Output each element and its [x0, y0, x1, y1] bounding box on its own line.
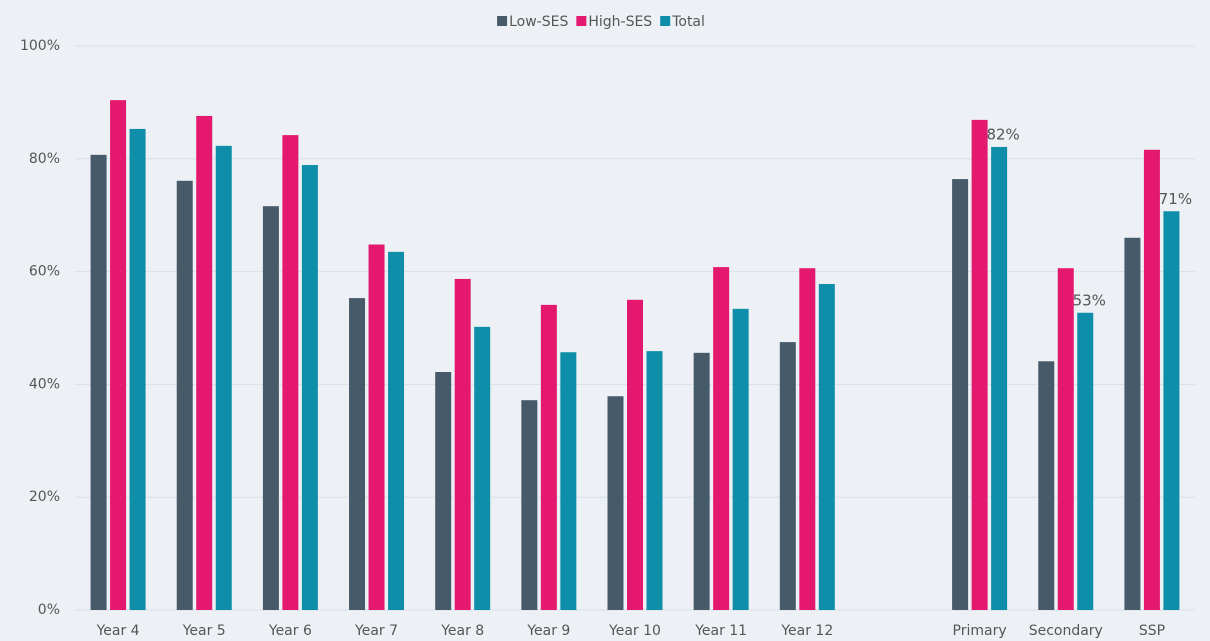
value-label: 71% [1159, 190, 1192, 208]
x-tick-label: Year 11 [694, 623, 747, 639]
bar [262, 206, 279, 610]
legend-label: Total [671, 14, 705, 30]
bar [952, 179, 969, 610]
bar [991, 146, 1008, 610]
x-tick-label: Year 8 [440, 623, 484, 639]
bar [713, 267, 730, 610]
bar [454, 278, 471, 610]
bar [732, 308, 749, 610]
legend-label: Low-SES [509, 14, 568, 30]
y-tick-label: 80% [29, 151, 60, 167]
value-label: 53% [1073, 291, 1106, 309]
bar [1143, 149, 1160, 610]
bar [627, 299, 643, 610]
y-tick-label: 0% [38, 602, 60, 618]
legend-swatch [576, 16, 587, 26]
bar [799, 268, 816, 610]
bar [1077, 312, 1094, 610]
x-tick-label: Year 4 [96, 623, 140, 639]
legend-swatch [660, 16, 671, 26]
bar [779, 342, 796, 610]
x-tick-label: Year 12 [780, 623, 833, 639]
x-tick-label: Primary [953, 623, 1007, 639]
x-tick-label: Year 6 [268, 623, 312, 639]
bar [388, 251, 405, 611]
bar [474, 326, 491, 610]
bar [818, 284, 835, 610]
bar [435, 371, 452, 610]
bar [129, 128, 146, 610]
y-tick-label: 60% [29, 264, 60, 280]
bar [368, 244, 385, 610]
bar [196, 115, 213, 610]
bar [110, 100, 127, 611]
bar [693, 352, 710, 610]
bar [607, 396, 624, 610]
bar [646, 351, 663, 610]
x-tick-label: SSP [1139, 623, 1165, 639]
bar [282, 135, 299, 610]
x-tick-label: Secondary [1029, 623, 1103, 639]
bar [301, 165, 318, 610]
y-tick-label: 40% [29, 376, 60, 392]
bar [215, 145, 232, 610]
legend-swatch [497, 16, 508, 26]
y-tick-label: 100% [20, 38, 60, 54]
bar [971, 119, 988, 610]
bar [90, 154, 107, 611]
bar [1163, 211, 1180, 610]
x-tick-label: Year 10 [608, 623, 661, 639]
bar [1057, 268, 1074, 610]
x-tick-label: Year 9 [526, 623, 570, 639]
bar [1124, 237, 1141, 610]
x-tick-label: Year 7 [354, 623, 398, 639]
bar [349, 298, 366, 610]
bar [1038, 361, 1055, 610]
bar [521, 400, 538, 610]
bar [540, 304, 557, 610]
legend-label: High-SES [588, 14, 652, 30]
value-label: 82% [986, 125, 1019, 143]
x-tick-label: Year 5 [182, 623, 226, 639]
bar [176, 180, 193, 610]
bar [560, 352, 577, 610]
y-tick-label: 20% [29, 489, 60, 505]
